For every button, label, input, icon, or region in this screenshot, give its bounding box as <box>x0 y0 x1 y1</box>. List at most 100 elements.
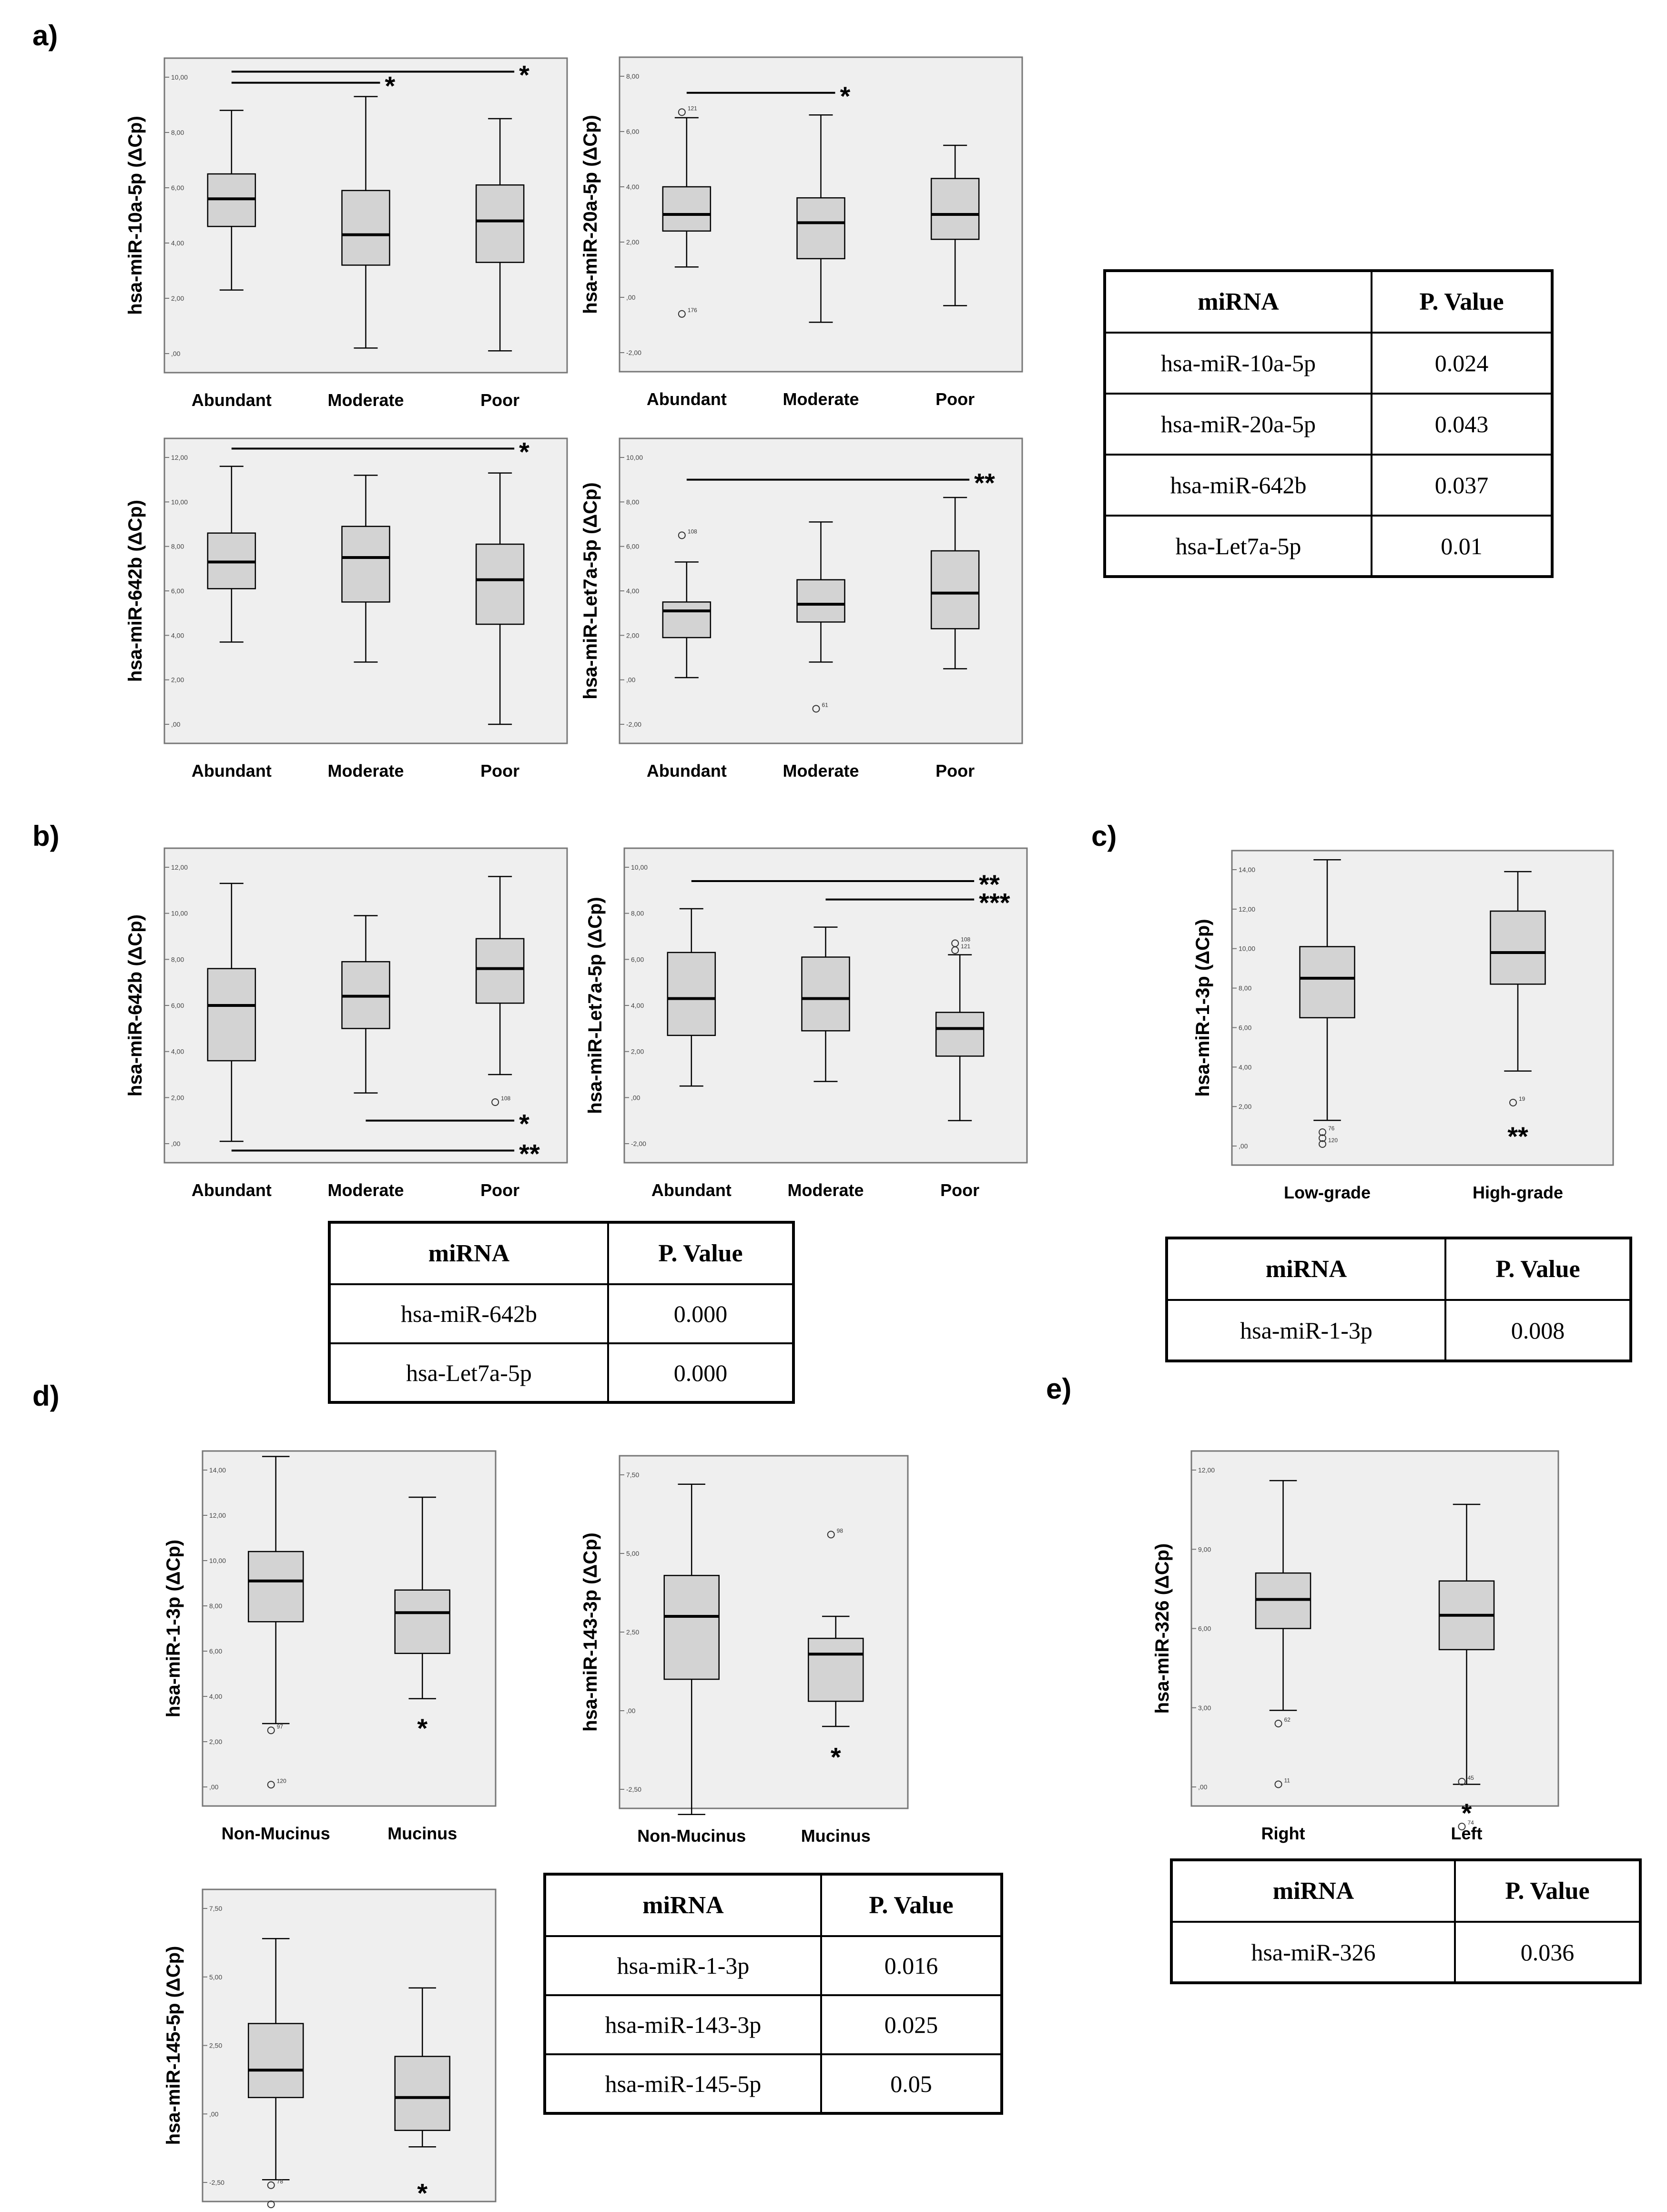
iqr-box <box>663 1574 720 1680</box>
y-axis-label: hsa-miR-20a-5p (ΔCp) <box>580 115 601 314</box>
mirna-cell: hsa-miR-326 <box>1170 1921 1456 1984</box>
x-tick-label: Poor <box>935 761 975 781</box>
outlier-point <box>267 1726 275 1735</box>
y-tick-label: 10,00 <box>626 454 643 461</box>
significance-stars: ** <box>979 869 1000 899</box>
y-tick-label: 4,00 <box>631 1002 644 1009</box>
outlier-label: 121 <box>688 105 697 112</box>
y-tick-label: 9,00 <box>1198 1545 1211 1553</box>
x-tick-label: Moderate <box>783 389 859 409</box>
y-axis-label: hsa-miR-326 (ΔCp) <box>1152 1543 1173 1714</box>
iqr-box <box>796 579 845 623</box>
x-tick-label: Low-grade <box>1284 1183 1371 1202</box>
pvalue-cell: 0.01 <box>1371 515 1553 578</box>
x-tick-label: Moderate <box>327 390 404 410</box>
iqr-box <box>394 2056 450 2131</box>
mirna-cell: hsa-Let7a-5p <box>1104 515 1372 578</box>
y-tick-label: 2,50 <box>209 2042 222 2050</box>
table-row: hsa-miR-10a-5p 0.024 <box>1104 332 1553 395</box>
y-tick-label: 8,00 <box>171 129 184 136</box>
mirna-cell: hsa-miR-10a-5p <box>1104 332 1372 395</box>
outlier-point <box>267 2201 275 2208</box>
outlier-label: 62 <box>1284 1716 1291 1723</box>
x-tick-label: Mucinus <box>387 1824 457 1843</box>
plot-area <box>619 1455 909 1809</box>
y-tick-label: -2,00 <box>631 1140 646 1147</box>
y-tick-label: ,00 <box>626 1707 636 1715</box>
x-tick-label: Abundant <box>192 1180 272 1200</box>
y-tick-label: 2,00 <box>631 1048 644 1055</box>
y-axis-label: hsa-miR-1-3p (ΔCp) <box>1192 919 1213 1096</box>
table-row: hsa-miR-1-3p 0.016 <box>544 1935 1003 1996</box>
table-row: hsa-miR-143-3p 0.025 <box>544 1994 1003 2055</box>
y-tick-label: 6,00 <box>1239 1024 1251 1031</box>
box-2 <box>1438 1503 1495 1785</box>
y-tick-label: 4,00 <box>171 631 184 639</box>
mirna-cell: hsa-miR-145-5p <box>544 2053 822 2114</box>
y-tick-label: -2,00 <box>626 720 641 728</box>
outlier-point <box>1274 1780 1282 1788</box>
y-tick-label: 4,00 <box>171 239 184 247</box>
x-tick-label: Left <box>1451 1824 1483 1843</box>
y-tick-label: 6,00 <box>209 1647 222 1655</box>
box-3 <box>930 497 980 670</box>
iqr-box <box>475 184 525 263</box>
box-1 <box>662 561 712 679</box>
y-tick-label: 8,00 <box>626 498 639 506</box>
outlier-point <box>1319 1134 1326 1142</box>
y-tick-label: 14,00 <box>209 1466 226 1474</box>
x-tick-label: Poor <box>935 389 975 409</box>
x-tick-label: Non-Mucinus <box>637 1826 746 1846</box>
iqr-box <box>394 1589 450 1654</box>
panel-label-c: c) <box>1091 820 1117 852</box>
y-tick-label: 8,00 <box>626 72 639 80</box>
pvalue-cell: 0.008 <box>1444 1299 1632 1362</box>
y-tick-label: 4,00 <box>626 183 639 191</box>
significance-stars: * <box>417 1713 427 1743</box>
y-tick-label: 7,50 <box>209 1905 222 1912</box>
boxplot-e1: ,00 3,00 6,00 9,00 12,00 hsa-miR-326 (ΔCp) Rig… <box>1152 1450 1559 1843</box>
box-1 <box>1299 859 1355 1121</box>
box-1 <box>207 110 256 291</box>
table-row: hsa-Let7a-5p 0.01 <box>1104 515 1553 578</box>
plot-area <box>1231 850 1614 1166</box>
mirna-cell: hsa-miR-20a-5p <box>1104 393 1372 456</box>
boxplot-b2: -2,00 ,00 2,00 4,00 6,00 8,00 10,00 hsa-miR-Let… <box>585 847 1028 1200</box>
y-tick-label: 8,00 <box>631 910 644 917</box>
y-tick-label: 12,00 <box>171 863 188 871</box>
table-header-pvalue: P. Value <box>1444 1237 1632 1301</box>
pvalue-table-a: miRNA P. Value hsa-miR-10a-5p 0.024 hsa-mi… <box>1103 269 1554 578</box>
plot-area <box>202 1888 497 2202</box>
boxplot-d2: -2,50 ,00 2,50 5,00 7,50 hsa-miR-143-3p (ΔCp)… <box>580 1455 909 1846</box>
outlier-point <box>1319 1140 1326 1148</box>
y-tick-label: 6,00 <box>171 184 184 192</box>
y-axis-label: hsa-miR-Let7a-5p (ΔCp) <box>580 482 601 699</box>
mirna-cell: hsa-miR-642b <box>328 1283 609 1344</box>
y-tick-label: 10,00 <box>631 863 648 871</box>
pvalue-cell: 0.05 <box>820 2053 1003 2114</box>
y-tick-label: ,00 <box>1239 1142 1248 1150</box>
iqr-box <box>662 186 712 232</box>
table-header-pvalue: P. Value <box>1454 1859 1641 1923</box>
table-row: hsa-miR-326 0.036 <box>1170 1921 1641 1984</box>
y-axis-label: hsa-miR-145-5p (ΔCp) <box>163 1946 184 2145</box>
outlier-point <box>1458 1823 1466 1831</box>
y-tick-label: -2,50 <box>626 1786 641 1793</box>
y-tick-label: ,00 <box>626 294 636 301</box>
outlier-point <box>1458 1777 1466 1786</box>
y-tick-label: 3,00 <box>1198 1704 1211 1712</box>
iqr-box <box>475 543 525 625</box>
boxplot-a1: ,00 2,00 4,00 6,00 8,00 10,00 hsa-miR-10a-5p (… <box>125 57 568 410</box>
box-2 <box>796 521 845 663</box>
significance-stars: * <box>840 81 851 111</box>
y-tick-label: 4,00 <box>209 1693 222 1700</box>
outlier-label: 74 <box>1468 1819 1474 1826</box>
outlier-label: 11 <box>1284 1777 1291 1784</box>
box-2 <box>796 114 845 323</box>
y-tick-label: -2,50 <box>209 2179 224 2186</box>
x-tick-label: Poor <box>480 761 519 781</box>
panel-label-d: d) <box>32 1380 60 1412</box>
pvalue-table-e: miRNA P. Value hsa-miR-326 0.036 <box>1170 1858 1642 1984</box>
mirna-cell: hsa-miR-143-3p <box>544 1994 822 2055</box>
